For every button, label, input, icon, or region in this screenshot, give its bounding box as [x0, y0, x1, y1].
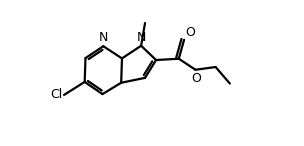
Text: N: N: [136, 31, 146, 44]
Text: O: O: [191, 72, 201, 85]
Text: N: N: [98, 31, 108, 44]
Text: O: O: [186, 26, 195, 39]
Text: Cl: Cl: [50, 88, 63, 101]
